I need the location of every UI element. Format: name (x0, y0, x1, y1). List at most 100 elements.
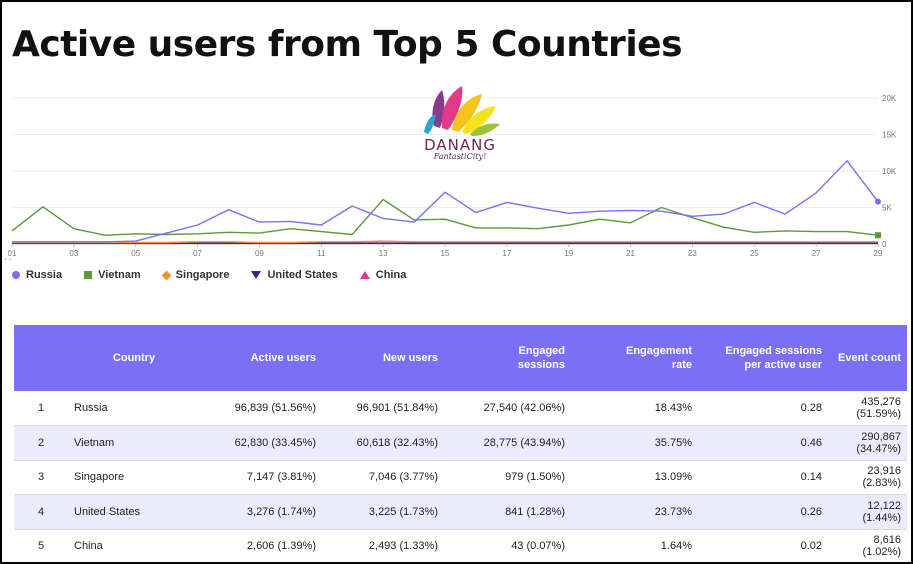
engagement-rate-cell: 13.09% (654, 471, 692, 484)
new-users-header[interactable]: New users (382, 352, 438, 364)
rank-cell: 3 (37, 471, 45, 484)
x-tick-label: 09 (255, 249, 264, 258)
country-cell: Russia (74, 402, 108, 414)
event-count-cell: 435,276 (51.59%) (856, 396, 901, 420)
engaged-sessions-cell: 28,775 (43.94%) (483, 436, 565, 449)
legend-item-united-states[interactable]: United States (251, 269, 338, 281)
rank-cell: 4 (37, 505, 45, 518)
table-row[interactable]: 3 Singapore 7,147 (3.81%) 7,046 (3.77%) … (14, 460, 907, 495)
series-point-vietnam (875, 232, 881, 239)
country-cell: United States (74, 505, 141, 518)
engagement-rate-header[interactable]: Engagement rate (571, 325, 698, 391)
danang-logo (424, 86, 500, 136)
header-line: Engagement (625, 345, 692, 357)
x-tick-label: 25 (750, 249, 759, 258)
triangle-up-marker-icon (359, 271, 370, 279)
engagement-rate-cell: 35.75% (654, 436, 692, 449)
diamond-marker-icon (161, 270, 172, 280)
x-tick-label: 13 (379, 249, 388, 258)
header-line: Engaged sessions (725, 345, 822, 357)
x-tick-label: 27 (812, 249, 821, 258)
triangle-down-marker-icon (251, 271, 262, 279)
x-sublabel: May (4, 258, 19, 260)
active-users-cell: 2,606 (1.39%) (246, 540, 316, 553)
new-users-cell: 2,493 (1.33%) (368, 540, 438, 553)
circle-marker-icon (12, 271, 20, 279)
x-tick-label: 17 (502, 249, 511, 258)
engagement-rate-cell: 23.73% (654, 505, 692, 518)
x-tick-label: 21 (626, 249, 635, 258)
country-header[interactable]: Country (112, 352, 156, 364)
engaged-sessions-cell: 27,540 (42.06%) (483, 402, 565, 414)
engaged-per-user-cell: 0.26 (800, 505, 822, 518)
legend-item-vietnam[interactable]: Vietnam (84, 269, 141, 281)
square-marker-icon (84, 271, 93, 279)
x-tick-label: 23 (688, 249, 697, 258)
logo-wordmark: DANANG (424, 136, 496, 154)
logo-tagline: FantastiCity! (433, 152, 487, 161)
active-users-cell: 3,276 (1.74%) (246, 505, 316, 518)
engagement-rate-cell: 18.43% (654, 402, 692, 414)
engaged-per-user-cell: 0.02 (800, 540, 822, 553)
legend-item-singapore[interactable]: Singapore (161, 269, 230, 281)
y-tick-label: 15K (882, 131, 897, 140)
header-line: rate (671, 359, 692, 371)
event-count-cell: 12,122 (1.44%) (862, 499, 901, 524)
header-line: Engaged (518, 345, 565, 357)
active-users-cell: 7,147 (3.81%) (246, 471, 316, 484)
table-row[interactable]: 4 United States 3,276 (1.74%) 3,225 (1.7… (14, 494, 907, 529)
x-tick-label: 29 (874, 249, 883, 258)
event-count-cell: 8,616 (1.02%) (862, 534, 901, 559)
legend-label: United States (267, 269, 338, 281)
new-users-cell: 7,046 (3.77%) (368, 471, 438, 484)
legend-label: Vietnam (98, 269, 141, 281)
active-users-header[interactable]: Active users (250, 352, 316, 364)
line-chart: 0 5K 10K 15K 20K 01 03 05 07 09 11 13 15 17 19 21 23 25 27… (4, 94, 897, 260)
table-row[interactable]: 2 Vietnam 62,830 (33.45%) 60,618 (32.43%… (14, 425, 907, 460)
table-header-row: Country Active users New users Engaged se… (14, 325, 907, 391)
engaged-per-user-cell: 0.46 (800, 436, 822, 449)
rank-cell: 5 (37, 540, 45, 553)
series-point-russia (875, 198, 881, 205)
x-tick-label: 05 (131, 249, 140, 258)
table-row[interactable]: 5 China 2,606 (1.39%) 2,493 (1.33%) 43 (… (14, 529, 907, 562)
active-users-cell: 96,839 (51.56%) (234, 402, 316, 414)
y-tick-label: 5K (882, 204, 892, 213)
active-users-cell: 62,830 (33.45%) (234, 436, 316, 449)
country-cell: China (74, 540, 103, 553)
table-row[interactable]: 1 Russia 96,839 (51.56%) 96,901 (51.84%)… (14, 391, 907, 426)
engaged-per-user-header[interactable]: Engaged sessions per active user (698, 325, 828, 391)
engaged-sessions-cell: 979 (1.50%) (505, 471, 565, 484)
engaged-sessions-cell: 43 (0.07%) (511, 540, 565, 553)
legend-item-china[interactable]: China (359, 269, 407, 281)
rank-header (14, 325, 68, 391)
countries-table: Country Active users New users Engaged se… (14, 325, 907, 562)
legend-label: China (375, 269, 407, 281)
x-tick-label: 15 (441, 249, 450, 258)
engaged-per-user-cell: 0.14 (800, 471, 822, 484)
legend-item-russia[interactable]: Russia (12, 269, 62, 281)
rank-cell: 2 (37, 436, 45, 449)
series-line-vietnam (11, 198, 879, 236)
series-line-russia (12, 160, 879, 243)
header-line: per active user (744, 359, 822, 371)
engagement-rate-cell: 1.64% (660, 540, 692, 553)
engaged-sessions-header[interactable]: Engaged sessions (444, 325, 571, 391)
country-cell: Singapore (74, 471, 125, 484)
engaged-sessions-cell: 841 (1.28%) (505, 505, 565, 518)
y-tick-label: 20K (882, 94, 897, 103)
legend-label: Russia (26, 269, 63, 281)
rank-cell: 1 (37, 402, 45, 414)
chart-legend: Russia Vietnam Singapore United States C… (12, 269, 406, 281)
new-users-cell: 3,225 (1.73%) (368, 505, 438, 518)
new-users-cell: 60,618 (32.43%) (356, 436, 438, 449)
x-tick-label: 19 (564, 249, 573, 258)
event-count-header[interactable]: Event count (838, 352, 901, 364)
new-users-cell: 96,901 (51.84%) (356, 402, 438, 414)
y-tick-label: 10K (882, 167, 897, 176)
x-tick-label: 07 (193, 249, 202, 258)
legend-label: Singapore (175, 269, 230, 281)
page-title: Active users from Top 5 Countries (12, 24, 683, 65)
x-tick-label: 11 (317, 249, 326, 258)
x-tick-label: 01 (8, 249, 17, 258)
